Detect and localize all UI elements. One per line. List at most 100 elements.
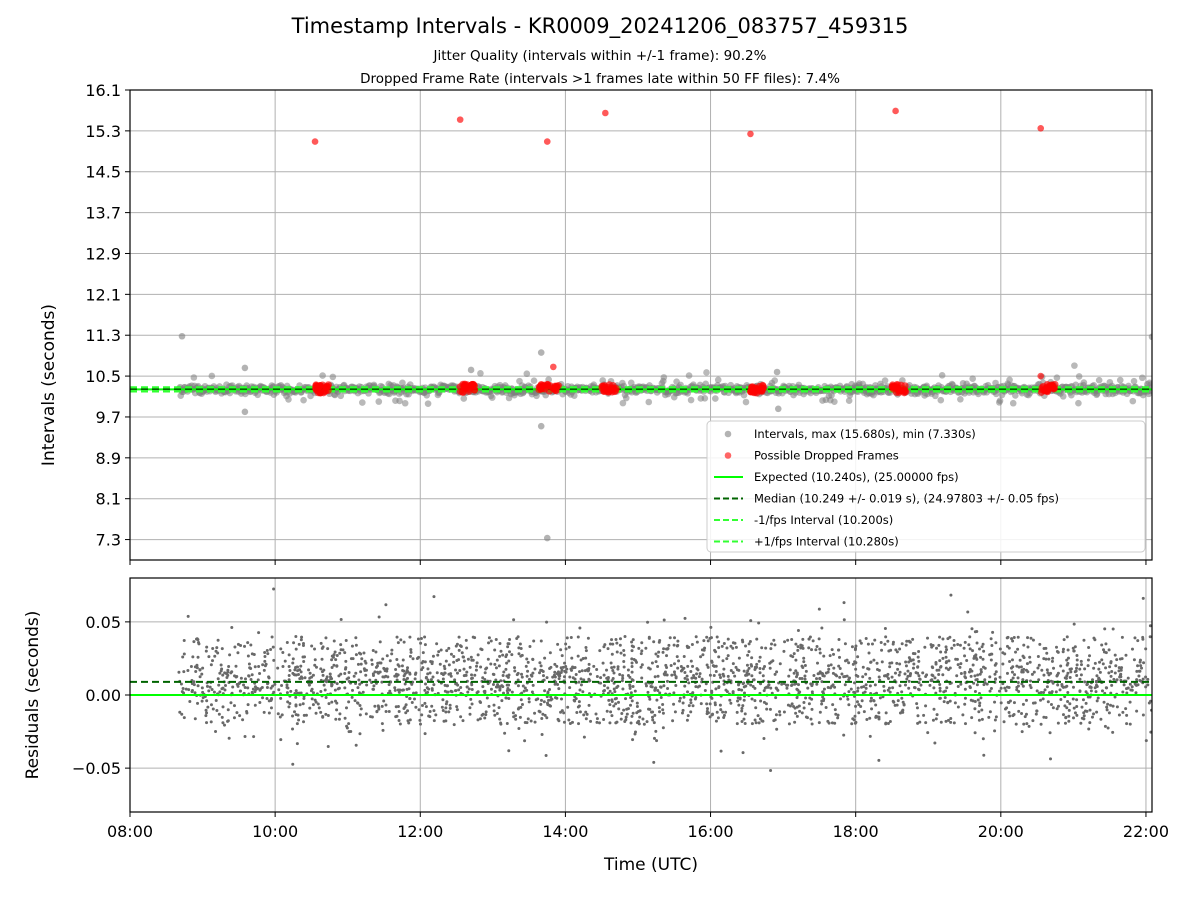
residual-point bbox=[1068, 702, 1072, 706]
residual-point bbox=[626, 707, 630, 711]
residual-point bbox=[988, 689, 992, 693]
residual-point bbox=[390, 652, 394, 656]
residual-point bbox=[761, 667, 765, 671]
residual-point bbox=[877, 668, 881, 672]
residual-point bbox=[630, 657, 634, 661]
residual-point bbox=[221, 721, 225, 725]
residual-point bbox=[579, 658, 583, 662]
interval-outlier-point bbox=[774, 405, 782, 413]
residual-point bbox=[722, 667, 726, 671]
residual-point bbox=[623, 720, 627, 724]
residual-point bbox=[672, 670, 676, 674]
residual-point bbox=[629, 703, 633, 707]
residual-point bbox=[432, 595, 436, 599]
residual-point bbox=[272, 658, 276, 662]
residual-point bbox=[599, 676, 603, 680]
residual-point bbox=[1016, 647, 1020, 651]
residual-point bbox=[868, 684, 872, 688]
residual-point bbox=[1019, 665, 1023, 669]
residual-point bbox=[406, 666, 410, 670]
residual-point bbox=[890, 661, 894, 665]
interval-outlier-point bbox=[241, 364, 249, 372]
residual-point bbox=[924, 674, 928, 678]
residual-point bbox=[855, 700, 859, 704]
residual-point bbox=[696, 668, 700, 672]
residual-point bbox=[1115, 658, 1119, 662]
residual-point bbox=[1111, 627, 1115, 631]
interval-point bbox=[619, 399, 627, 407]
residual-point bbox=[316, 702, 320, 706]
residual-point bbox=[285, 683, 289, 687]
residual-point bbox=[812, 673, 816, 677]
residual-point bbox=[423, 732, 427, 736]
residual-point bbox=[619, 651, 623, 655]
residual-point bbox=[584, 649, 588, 653]
residual-point bbox=[426, 672, 430, 676]
residual-point bbox=[948, 699, 952, 703]
residual-point bbox=[862, 685, 866, 689]
residual-point bbox=[979, 668, 983, 672]
residual-point bbox=[795, 675, 799, 679]
residual-point bbox=[314, 665, 318, 669]
residual-point bbox=[198, 668, 202, 672]
residual-point bbox=[826, 719, 830, 723]
residual-point bbox=[966, 610, 970, 614]
residual-point bbox=[1098, 660, 1102, 664]
residual-point bbox=[976, 673, 980, 677]
residual-point bbox=[198, 675, 202, 679]
residual-point bbox=[467, 687, 471, 691]
residual-point bbox=[725, 690, 729, 694]
residual-point bbox=[262, 668, 266, 672]
residual-point bbox=[1059, 664, 1063, 668]
residual-point bbox=[647, 635, 651, 639]
residual-point bbox=[941, 637, 945, 641]
residual-point bbox=[364, 673, 368, 677]
residual-point bbox=[432, 683, 436, 687]
interval-point bbox=[1012, 392, 1019, 399]
residual-point bbox=[562, 675, 566, 679]
residual-point bbox=[420, 668, 424, 672]
residual-point bbox=[507, 697, 511, 701]
residual-point bbox=[737, 668, 741, 672]
residual-point bbox=[1094, 683, 1098, 687]
residual-point bbox=[427, 714, 431, 718]
residual-point bbox=[460, 651, 464, 655]
residual-point bbox=[193, 717, 197, 721]
residual-point bbox=[750, 722, 754, 726]
residual-point bbox=[942, 690, 946, 694]
residual-point bbox=[675, 644, 679, 648]
residual-point bbox=[1067, 714, 1071, 718]
residual-point bbox=[311, 691, 315, 695]
residual-point bbox=[560, 654, 564, 658]
residual-point bbox=[470, 673, 474, 677]
residual-point bbox=[570, 656, 574, 660]
residual-point bbox=[297, 642, 301, 646]
dropped-frame-point bbox=[751, 384, 759, 392]
legend-marker bbox=[724, 452, 732, 459]
interval-point bbox=[712, 395, 719, 402]
residual-point bbox=[745, 673, 749, 677]
residual-point bbox=[916, 721, 920, 725]
residual-point bbox=[449, 674, 453, 678]
residual-point bbox=[697, 675, 701, 679]
residual-point bbox=[1141, 713, 1145, 717]
residual-point bbox=[690, 676, 694, 680]
residual-point bbox=[875, 661, 879, 665]
residual-point bbox=[814, 648, 818, 652]
interval-point bbox=[396, 397, 403, 405]
residual-point bbox=[516, 684, 520, 688]
residual-point bbox=[520, 675, 524, 679]
residual-point bbox=[787, 722, 791, 726]
residual-point bbox=[454, 644, 458, 648]
residual-point bbox=[979, 655, 983, 659]
residual-point bbox=[1079, 721, 1083, 725]
residual-point bbox=[656, 654, 660, 658]
residual-point bbox=[370, 715, 374, 719]
residual-point bbox=[1110, 683, 1114, 687]
residual-point bbox=[1108, 665, 1112, 669]
residual-point bbox=[302, 655, 306, 659]
residual-point bbox=[1104, 642, 1108, 646]
residual-point bbox=[285, 641, 289, 645]
residual-point bbox=[737, 703, 741, 707]
residual-point bbox=[1049, 679, 1053, 683]
